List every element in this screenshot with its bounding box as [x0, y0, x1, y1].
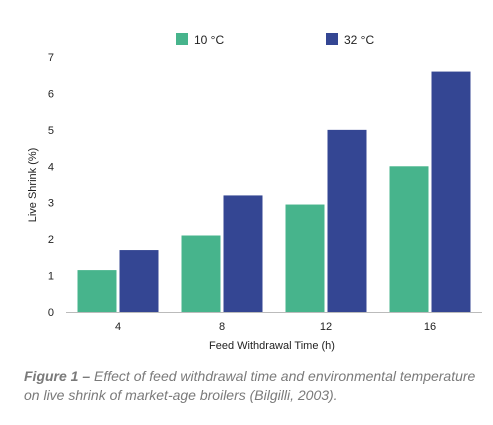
x-tick-label: 4 — [115, 321, 121, 333]
legend-label: 32 °C — [344, 33, 374, 47]
bar-series-2 — [119, 250, 159, 312]
y-axis-title: Live Shrink (%) — [27, 148, 39, 223]
caption-text: Effect of feed withdrawal time and envir… — [24, 368, 476, 403]
x-tick-label: 12 — [320, 321, 332, 333]
bar-series — [77, 71, 471, 312]
legend-label: 10 °C — [194, 33, 224, 47]
legend-swatch — [326, 33, 338, 45]
y-tick-label: 4 — [48, 161, 54, 173]
caption-lead: Figure 1 – — [24, 368, 95, 384]
bar-series-1 — [285, 204, 325, 312]
bar-series-1 — [181, 235, 221, 312]
y-axis: 0 1 2 3 4 5 6 7 — [48, 52, 54, 319]
y-tick-label: 1 — [48, 271, 54, 283]
bar-series-1 — [389, 166, 429, 312]
x-tick-label: 8 — [219, 321, 225, 333]
y-tick-label: 3 — [48, 198, 54, 210]
bar-series-2 — [431, 71, 471, 312]
x-axis: 4 8 12 16 — [66, 312, 482, 333]
y-tick-label: 7 — [48, 52, 54, 64]
y-tick-label: 5 — [48, 125, 54, 137]
bar-series-2 — [327, 129, 367, 312]
bar-series-2 — [223, 195, 263, 312]
x-tick-label: 16 — [424, 321, 436, 333]
figure-caption: Figure 1 – Effect of feed withdrawal tim… — [24, 367, 479, 405]
bar-series-1 — [77, 270, 117, 312]
legend-swatch — [176, 33, 188, 45]
x-axis-title: Feed Withdrawal Time (h) — [209, 340, 335, 352]
y-tick-label: 6 — [48, 88, 54, 100]
y-tick-label: 0 — [48, 307, 54, 319]
chart-legend: 10 °C 32 °C — [176, 33, 374, 47]
y-tick-label: 2 — [48, 234, 54, 246]
